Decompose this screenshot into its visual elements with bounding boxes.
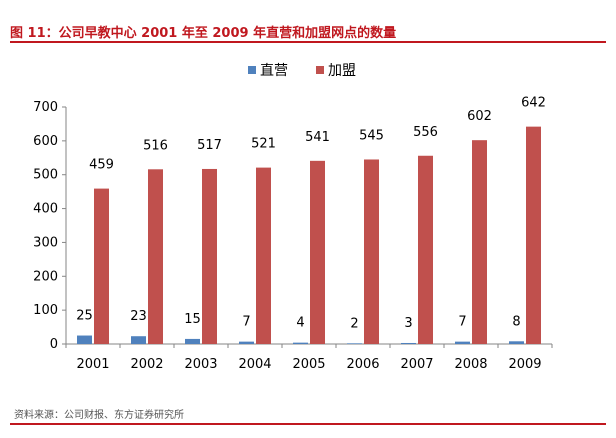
bar-franchise-2008 [472,140,487,344]
x-category-label: 2006 [346,357,379,372]
data-label-franchise-2008: 602 [467,109,492,124]
data-label-direct-2001: 25 [76,309,93,324]
y-tick-label: 400 [33,202,58,217]
bar-franchise-2004 [256,167,271,344]
x-category-label: 2009 [508,357,541,372]
data-label-franchise-2009: 642 [521,96,546,111]
bar-direct-2003 [185,338,200,344]
bar-direct-2008 [455,341,470,344]
chart-data-labels: 25 459 23 516 15 517 7 521 4 541 2 545 3 556 7 602 8 642 [76,96,546,332]
footer-rule [10,423,606,425]
y-tick-label: 0 [50,337,58,352]
legend-swatch-1 [316,66,324,74]
data-label-direct-2005: 4 [296,316,304,331]
data-label-franchise-2001: 459 [89,158,114,173]
figure-title: 图 11：公司早教中心 2001 年至 2009 年直营和加盟网点的数量 [10,26,397,41]
data-label-franchise-2007: 556 [413,125,438,140]
bar-direct-2005 [293,342,308,344]
data-label-direct-2007: 3 [404,316,412,331]
x-category-label: 2001 [76,357,109,372]
bar-direct-2004 [239,341,254,344]
legend-label-1: 加盟 [328,63,356,79]
data-label-franchise-2006: 545 [359,128,384,143]
data-label-direct-2006: 2 [350,316,358,331]
x-category-label: 2005 [292,357,325,372]
y-tick-label: 500 [33,168,58,183]
chart-axes: 0 100 200 300 400 500 600 700 2001 2002 2003 2004 20… [33,100,553,372]
bar-franchise-2003 [202,168,217,344]
data-label-franchise-2004: 521 [251,137,276,152]
bar-direct-2006 [347,343,362,344]
y-tick-label: 700 [33,100,58,115]
bar-franchise-2001 [94,188,109,344]
bar-direct-2002 [131,336,146,344]
bar-franchise-2005 [310,160,325,344]
bar-direct-2009 [509,341,524,344]
y-tick-label: 600 [33,134,58,149]
chart-legend: 直营 加盟 [248,62,356,79]
chart-bars [77,126,541,344]
data-label-direct-2008: 7 [458,315,466,330]
x-category-label: 2002 [130,357,163,372]
bar-franchise-2009 [526,126,541,344]
bar-franchise-2002 [148,169,163,344]
data-label-direct-2004: 7 [242,315,250,330]
data-label-franchise-2002: 516 [143,138,168,153]
bar-franchise-2006 [364,159,379,344]
y-tick-label: 100 [33,303,58,318]
legend-swatch-0 [248,66,256,74]
legend-label-0: 直营 [260,62,288,79]
x-category-label: 2003 [184,357,217,372]
y-tick-label: 300 [33,235,58,250]
x-category-label: 2007 [400,357,433,372]
data-label-direct-2009: 8 [512,314,520,329]
data-label-direct-2002: 23 [130,309,147,324]
bar-franchise-2007 [418,155,433,344]
x-category-label: 2004 [238,357,271,372]
y-tick-label: 200 [33,269,58,284]
bar-direct-2007 [401,342,416,344]
title-rule [10,41,606,43]
data-label-direct-2003: 15 [184,312,201,327]
data-label-franchise-2003: 517 [197,138,222,153]
source-note: 资料来源：公司财报、东方证券研究所 [14,410,184,421]
data-label-franchise-2005: 541 [305,130,330,145]
bar-direct-2001 [77,335,92,344]
x-category-label: 2008 [454,357,487,372]
